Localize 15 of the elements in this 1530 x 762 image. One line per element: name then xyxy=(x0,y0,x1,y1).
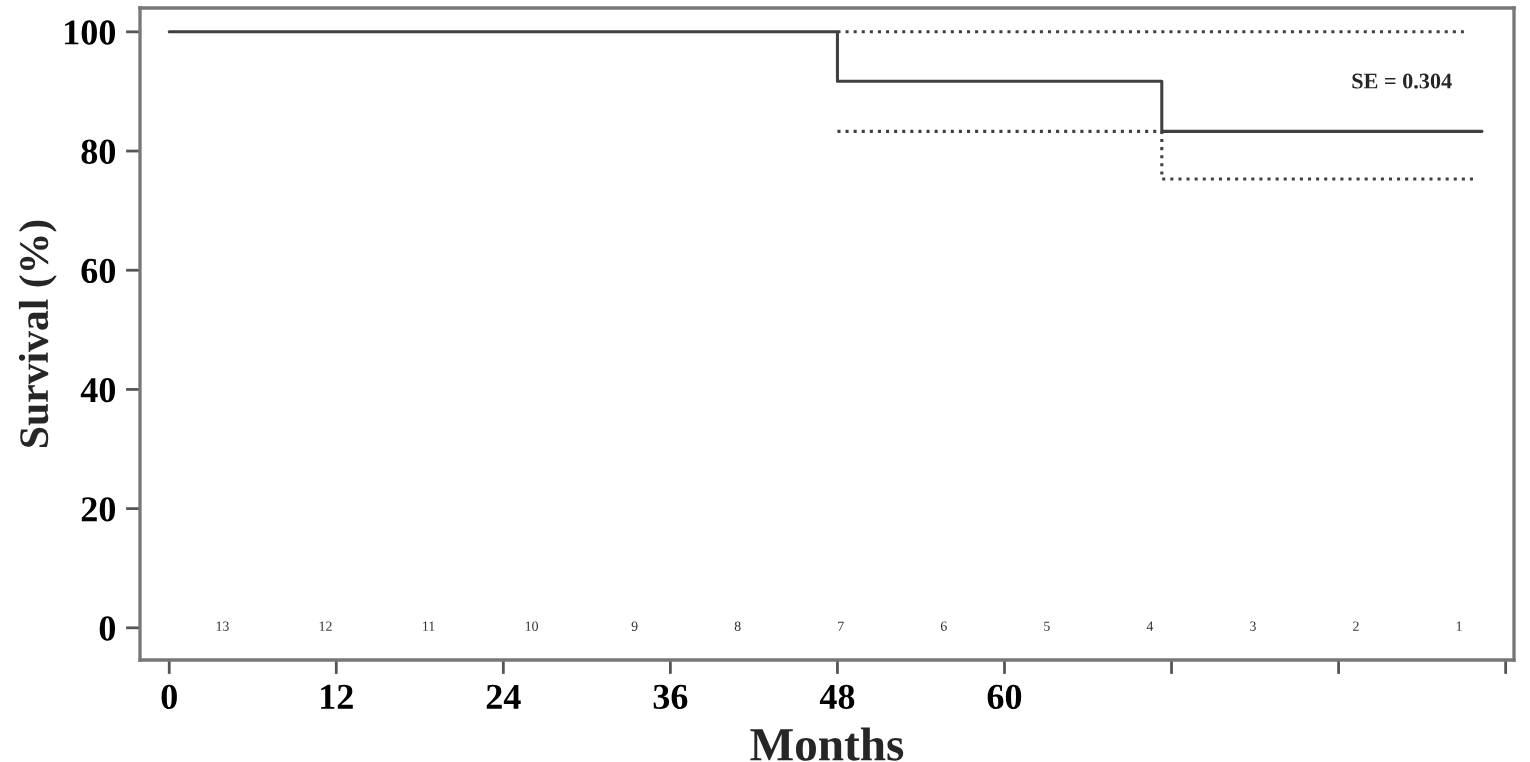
y-tick-label: 0 xyxy=(99,616,116,641)
y-tick-label: 80 xyxy=(81,139,116,164)
x-tick-label: 24 xyxy=(486,684,521,709)
annotation: SE = 0.304 xyxy=(1352,73,1452,89)
x-tick-label: 60 xyxy=(987,684,1022,710)
y-axis-title: Survival (%) xyxy=(18,220,57,447)
y-tick-label: 60 xyxy=(81,258,116,284)
y-tick-label: 20 xyxy=(81,497,116,522)
x-tick-label: 48 xyxy=(819,684,855,710)
y-tick-label: 40 xyxy=(80,377,116,403)
x-axis-title: Months xyxy=(750,727,904,761)
x-tick-label: 36 xyxy=(653,684,688,710)
y-tick-label: 100 xyxy=(65,20,116,45)
x-tick-label: 12 xyxy=(321,684,353,709)
x-tick-label: 0 xyxy=(161,684,177,710)
